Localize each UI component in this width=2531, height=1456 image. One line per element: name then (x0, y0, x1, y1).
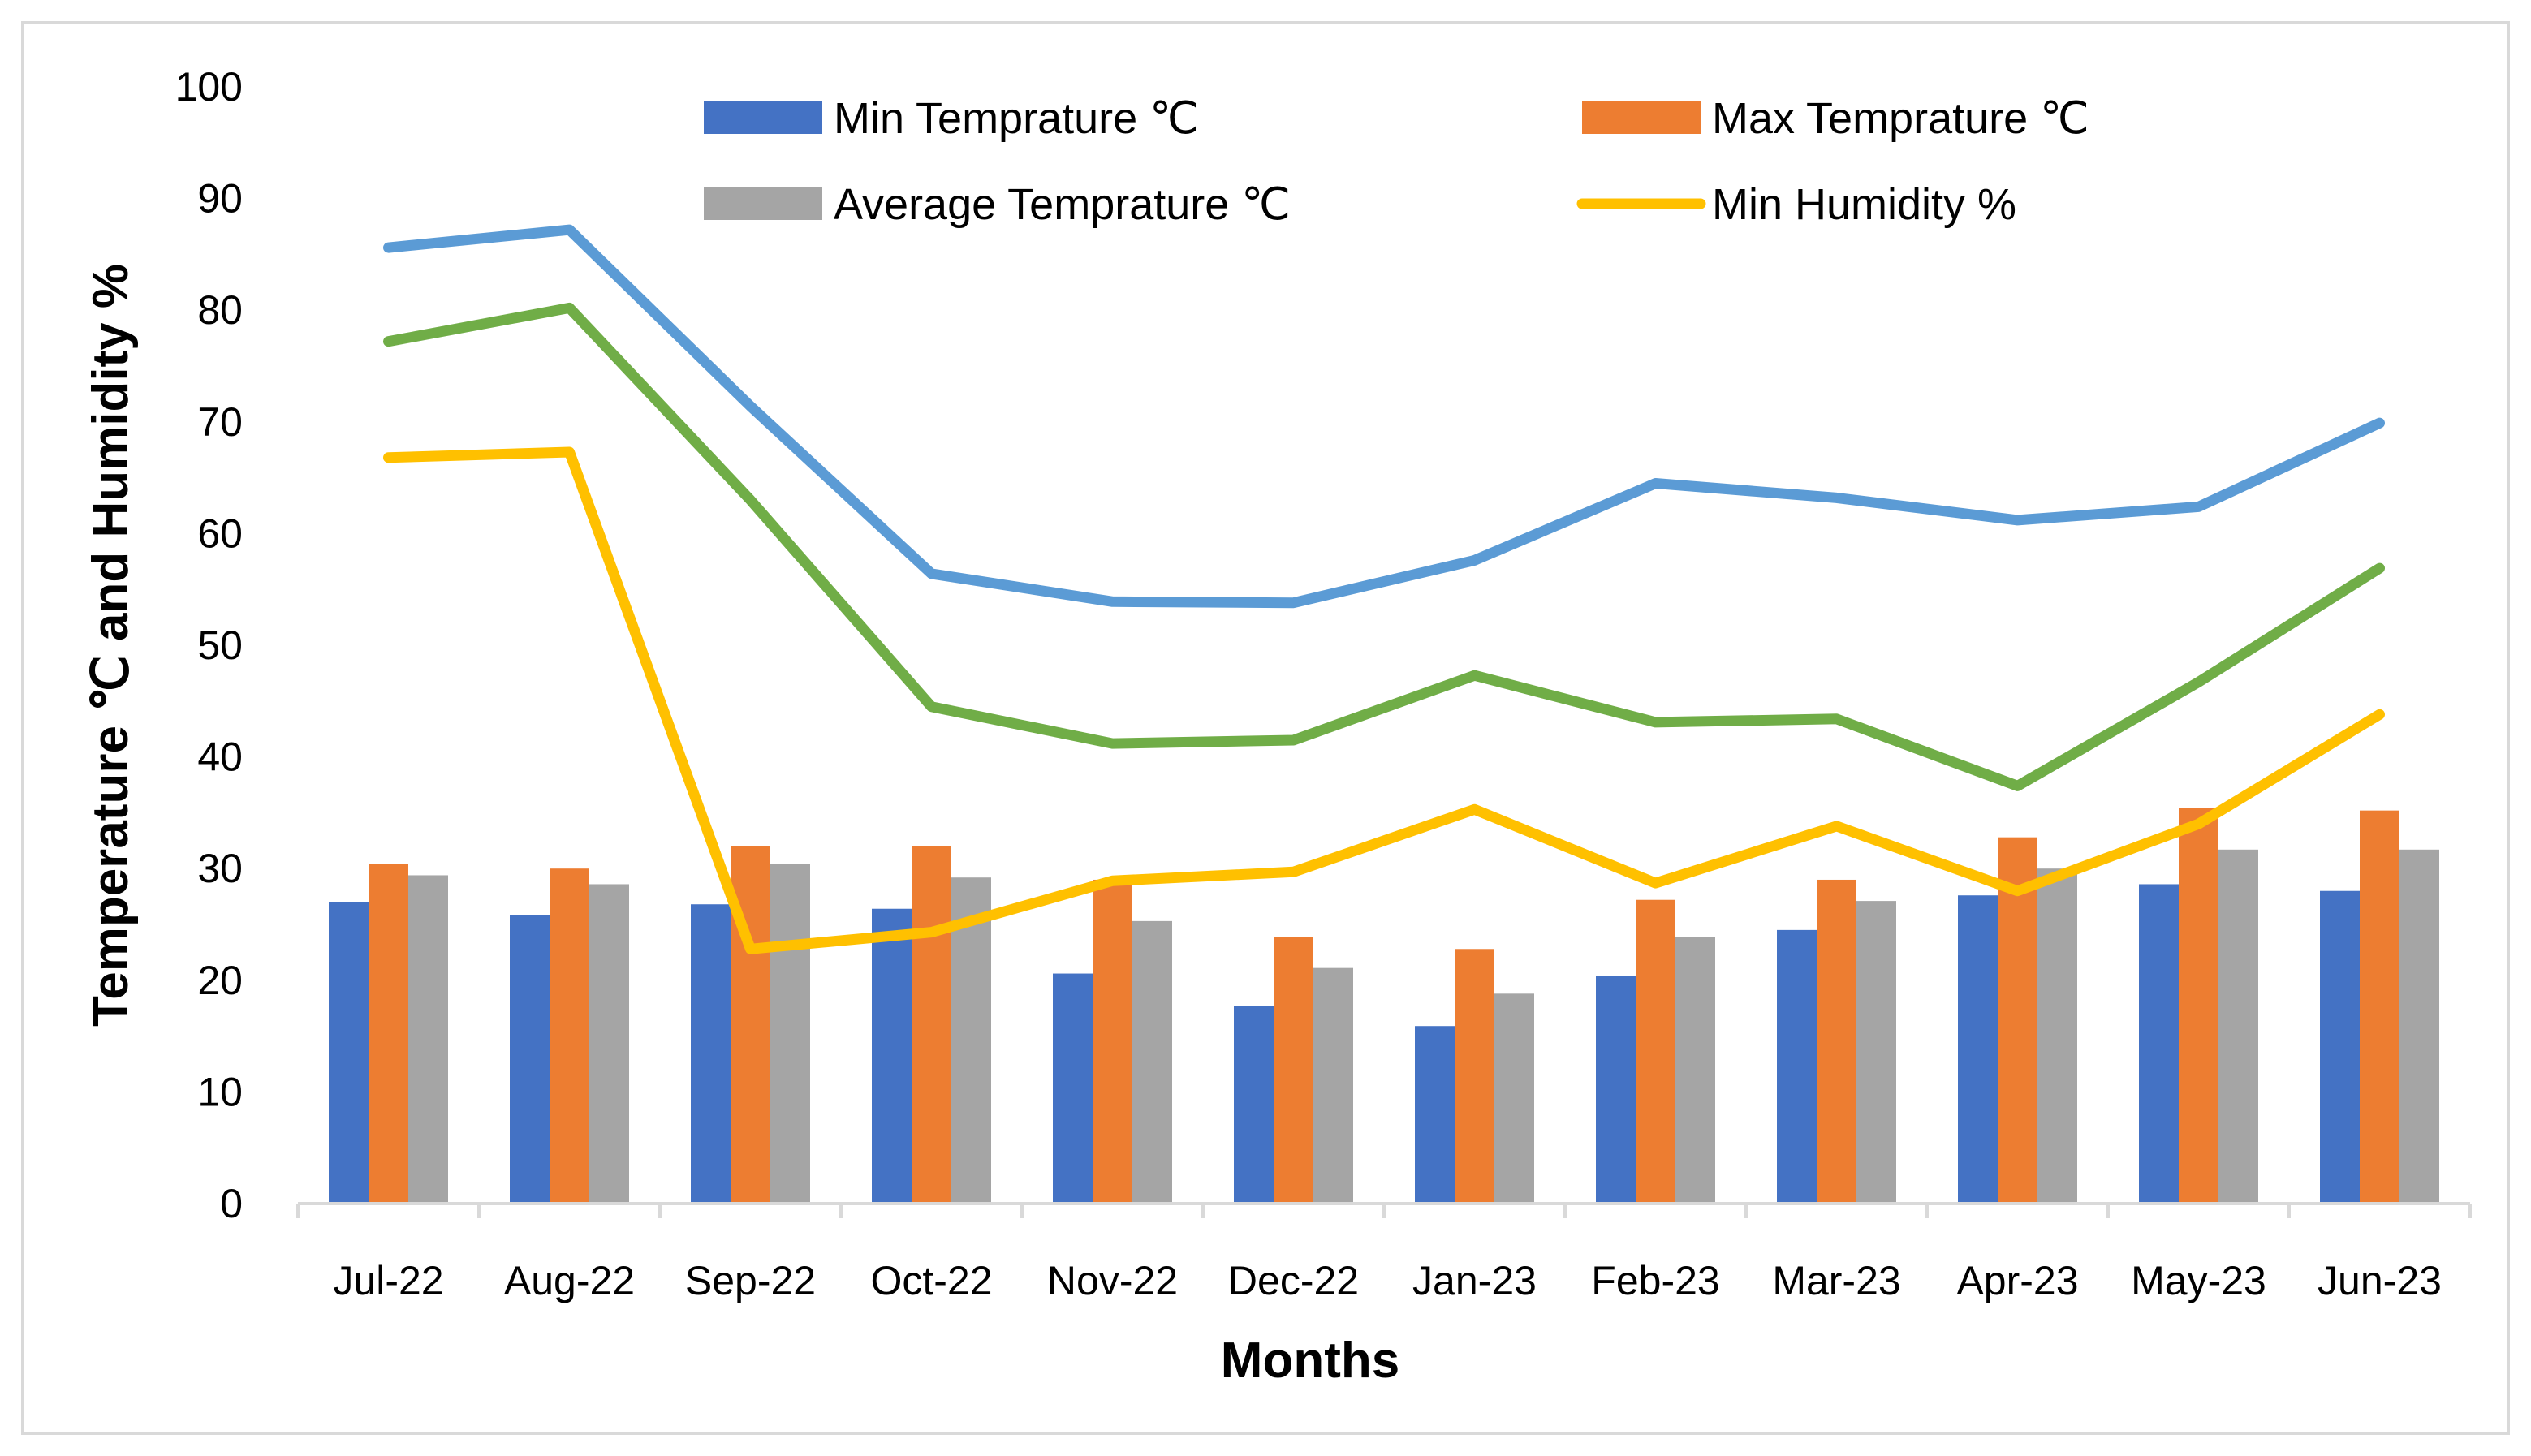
y-tick-label-80: 80 (197, 287, 243, 333)
x-tick-label-jan-23: Jan-23 (1412, 1258, 1537, 1303)
x-tick-label-sep-22: Sep-22 (685, 1258, 816, 1303)
y-tick-label-0: 0 (220, 1181, 243, 1226)
legend-label-average-temprature: Average Temprature ℃ (834, 180, 1291, 229)
bar-min-temp-feb-23 (1596, 976, 1636, 1204)
lines-layer (383, 224, 2385, 954)
y-tick-label-70: 70 (197, 399, 243, 445)
line-min-humidity (383, 446, 2385, 954)
bar-min-temp-jan-23 (1415, 1026, 1455, 1204)
bar-avg-temp-jul-22 (408, 875, 448, 1204)
bar-max-temp-jan-23 (1455, 949, 1494, 1204)
x-axis-title: Months (1221, 1333, 1399, 1389)
bar-max-temp-jun-23 (2360, 810, 2399, 1204)
y-tick-label-40: 40 (197, 734, 243, 780)
bar-max-temp-jul-22 (369, 864, 408, 1204)
bar-max-temp-nov-22 (1093, 879, 1132, 1204)
x-tick-label-oct-22: Oct-22 (870, 1258, 992, 1303)
legend-label-min-humidity: Min Humidity % (1712, 180, 2016, 229)
bar-max-temp-may-23 (2179, 808, 2218, 1204)
line-series-green (383, 302, 2385, 791)
legend-swatch-max-temprature (1582, 101, 1701, 134)
bar-avg-temp-aug-22 (589, 884, 629, 1204)
y-tick-label-30: 30 (197, 846, 243, 891)
bars-layer (329, 808, 2439, 1204)
bar-min-temp-nov-22 (1053, 973, 1093, 1204)
x-tick-label-nov-22: Nov-22 (1047, 1258, 1178, 1303)
bar-avg-temp-feb-23 (1675, 937, 1715, 1204)
legend-swatch-average-temprature (704, 187, 822, 220)
bar-min-temp-apr-23 (1958, 895, 1998, 1204)
y-tick-label-50: 50 (197, 622, 243, 668)
bar-max-temp-oct-22 (912, 846, 951, 1204)
bar-avg-temp-dec-22 (1313, 967, 1353, 1204)
bar-max-temp-aug-22 (550, 868, 589, 1204)
x-tick-label-dec-22: Dec-22 (1228, 1258, 1359, 1303)
y-axis-title: Temperature ℃ and Humidity % (83, 264, 139, 1027)
legend-label-min-temprature: Min Temprature ℃ (834, 94, 1199, 143)
bar-avg-temp-apr-23 (2037, 868, 2077, 1204)
y-tick-label-100: 100 (175, 64, 243, 110)
bar-max-temp-dec-22 (1274, 937, 1313, 1204)
bar-min-temp-dec-22 (1234, 1006, 1274, 1204)
y-tick-label-10: 10 (197, 1069, 243, 1114)
legend-label-max-temprature: Max Temprature ℃ (1712, 94, 2089, 143)
bar-avg-temp-oct-22 (951, 877, 991, 1204)
legend-swatch-min-temprature (704, 101, 822, 134)
legend-layer: Min Temprature ℃ Max Temprature ℃ Average … (704, 94, 2089, 229)
bar-avg-temp-nov-22 (1132, 920, 1172, 1204)
x-tick-label-feb-23: Feb-23 (1591, 1258, 1719, 1303)
chart-container: Jul-22 Aug-22 Sep-22 Oct-22 Nov-22 Dec-22 Jan-… (21, 21, 2510, 1435)
y-tick-label-60: 60 (197, 510, 243, 556)
chart-svg: Jul-22 Aug-22 Sep-22 Oct-22 Nov-22 Dec-22 Jan-… (83, 64, 2472, 1389)
x-tick-label-apr-23: Apr-23 (1956, 1258, 2078, 1303)
bar-avg-temp-mar-23 (1856, 901, 1896, 1204)
bar-min-temp-jun-23 (2320, 890, 2360, 1204)
x-tick-label-mar-23: Mar-23 (1772, 1258, 1900, 1303)
x-tick-label-jul-22: Jul-22 (333, 1258, 443, 1303)
bar-min-temp-mar-23 (1777, 929, 1817, 1204)
bar-max-temp-mar-23 (1817, 879, 1856, 1204)
bar-min-temp-oct-22 (872, 908, 912, 1204)
bar-max-temp-apr-23 (1998, 837, 2037, 1204)
bar-min-temp-jul-22 (329, 902, 369, 1204)
bar-min-temp-aug-22 (510, 915, 550, 1204)
axis-layer: Jul-22 Aug-22 Sep-22 Oct-22 Nov-22 Dec-22 Jan-… (175, 64, 2472, 1303)
bar-max-temp-feb-23 (1636, 899, 1675, 1204)
y-tick-label-90: 90 (197, 176, 243, 222)
bar-avg-temp-sep-22 (770, 864, 810, 1204)
bar-min-temp-may-23 (2139, 884, 2179, 1204)
bar-avg-temp-jun-23 (2399, 849, 2439, 1204)
x-tick-label-aug-22: Aug-22 (504, 1258, 635, 1303)
bar-avg-temp-jan-23 (1494, 993, 1534, 1204)
bar-min-temp-sep-22 (691, 904, 731, 1204)
x-tick-label-may-23: May-23 (2131, 1258, 2266, 1303)
y-tick-label-20: 20 (197, 958, 243, 1003)
bar-avg-temp-may-23 (2218, 849, 2258, 1204)
line-series-blue (383, 224, 2385, 609)
x-tick-label-jun-23: Jun-23 (2318, 1258, 2442, 1303)
